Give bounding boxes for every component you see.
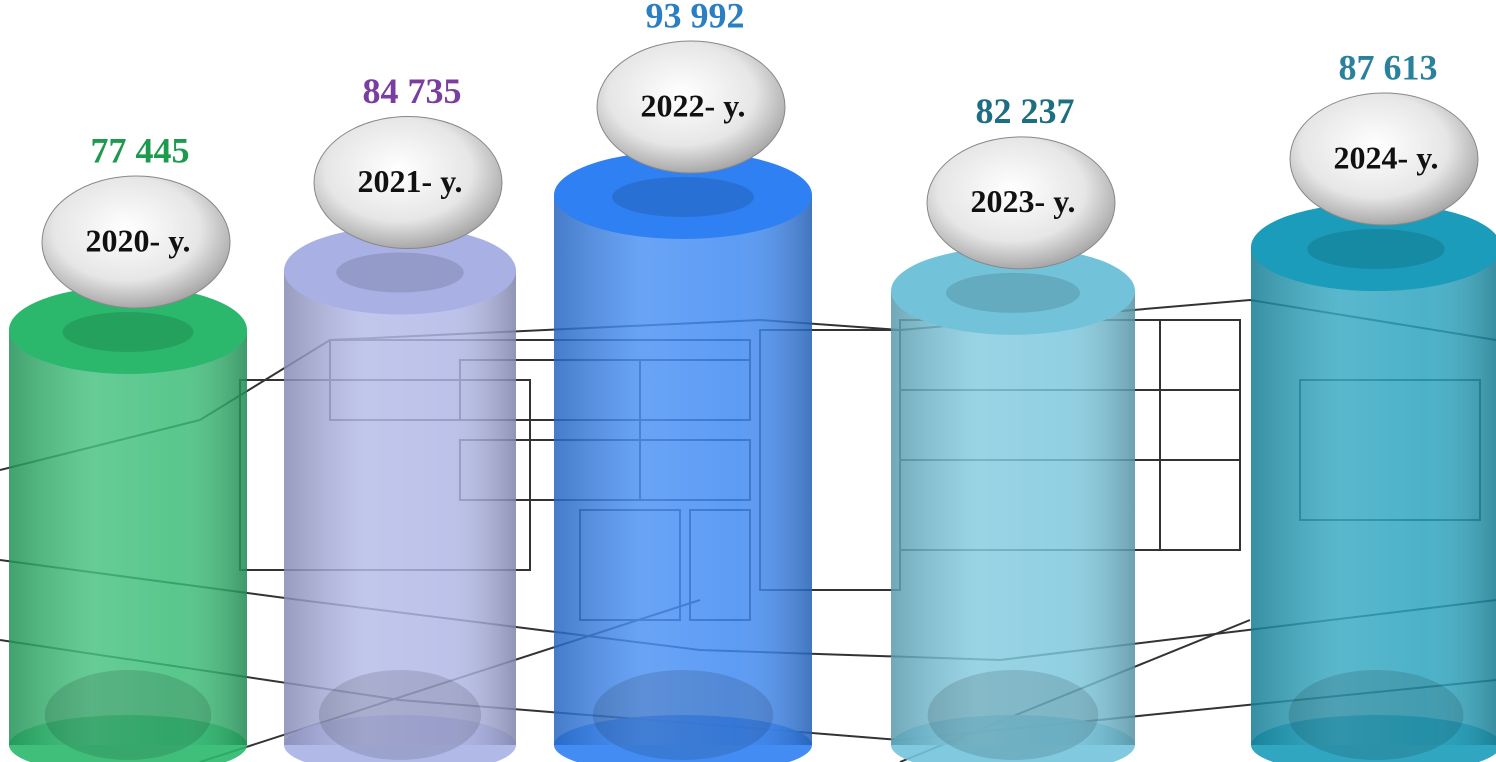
cylinder-top — [1251, 203, 1496, 292]
cylinder-shade — [9, 330, 247, 745]
value-label: 93 992 — [646, 0, 745, 35]
year-label: 2023- y. — [971, 183, 1076, 219]
cylinder-top — [9, 286, 247, 374]
cylinder-shade — [891, 290, 1135, 745]
cylinder-top-inner — [336, 252, 464, 293]
cylinder-shade — [1251, 247, 1496, 745]
cylinder-bottom-shadow — [1288, 670, 1464, 760]
value-label: 82 237 — [976, 91, 1075, 131]
year-label: 2024- y. — [1334, 139, 1439, 175]
cylinder-top — [284, 226, 516, 315]
cylinder-top — [554, 151, 812, 239]
cylinder-bottom-shadow — [44, 670, 212, 760]
year-bubble — [926, 136, 1116, 270]
cylinder-top-inner — [62, 312, 194, 352]
cylinder-bottom-shadow — [927, 670, 1099, 760]
value-label: 77 445 — [91, 130, 190, 170]
cylinder-shade — [284, 270, 516, 745]
cylinder-bottom-shadow — [592, 670, 774, 760]
year-label: 2021- y. — [358, 163, 463, 199]
value-label: 84 735 — [363, 71, 462, 111]
year-bubble — [1289, 92, 1479, 226]
cylinders: 2020- y. 77 445 2021- y. 84 735 2022- y. 93 9… — [9, 0, 1496, 762]
year-label: 2022- y. — [641, 87, 746, 123]
year-bubble — [596, 40, 786, 174]
cylinder-top — [891, 246, 1135, 335]
year-label: 2020- y. — [86, 222, 191, 258]
value-label: 87 613 — [1339, 47, 1438, 87]
year-bubble — [313, 116, 503, 250]
cylinder-top-inner — [1307, 229, 1445, 270]
cylinder-bottom-shadow — [318, 670, 482, 760]
cylinder-top-inner — [945, 272, 1081, 313]
cylinder-top-inner — [612, 177, 754, 217]
cylinder-shade — [554, 195, 812, 745]
year-bubble — [41, 175, 231, 309]
